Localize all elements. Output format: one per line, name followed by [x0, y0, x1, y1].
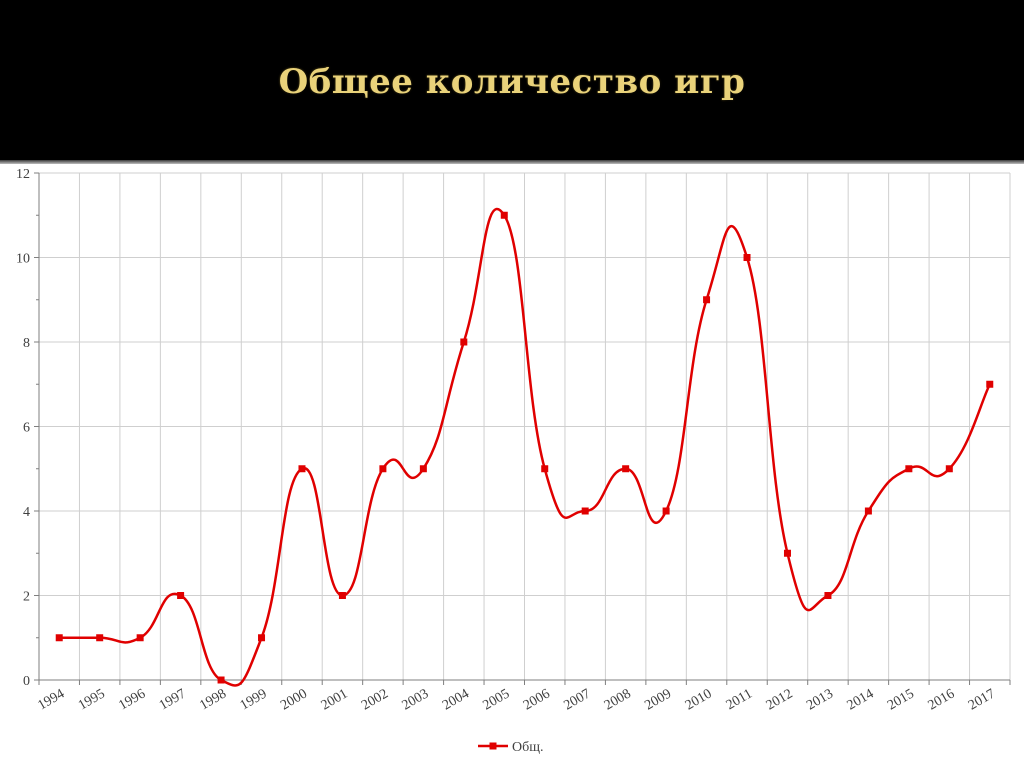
data-point [905, 465, 913, 473]
data-point [460, 338, 468, 346]
legend: Общ. [478, 740, 544, 755]
data-point [55, 634, 63, 642]
x-tick-label: 2015 [885, 686, 917, 713]
x-tick-label: 2006 [521, 686, 553, 713]
data-point [258, 634, 266, 642]
x-tick-label: 2010 [683, 686, 715, 713]
x-tick-label: 2002 [359, 686, 391, 713]
axes [34, 172, 1011, 685]
x-tick-label: 2007 [561, 686, 593, 713]
x-tick-label: 2013 [804, 686, 836, 713]
y-tick-label: 8 [23, 336, 30, 351]
x-tick-label: 2009 [642, 686, 674, 713]
data-point [217, 676, 225, 684]
x-tick-label: 2003 [400, 686, 432, 713]
data-point [500, 211, 508, 219]
y-tick-labels: 0 2 4 6 8 10 12 [16, 167, 30, 689]
data-point [824, 592, 832, 599]
x-tick-label: 2004 [440, 686, 472, 713]
data-point [541, 465, 549, 473]
x-tick-label: 1995 [76, 686, 108, 713]
data-point [379, 465, 387, 473]
data-point [298, 465, 306, 473]
x-tick-label: 2017 [966, 686, 998, 713]
x-tick-label: 1994 [35, 686, 67, 713]
data-point [96, 634, 104, 642]
y-tick-label: 10 [16, 252, 30, 267]
x-tick-label: 2016 [926, 686, 958, 713]
x-tick-label: 2011 [724, 686, 755, 713]
x-tick-label: 2001 [319, 686, 351, 713]
series-line [59, 207, 991, 687]
data-point [703, 296, 711, 304]
grid [38, 172, 1011, 681]
x-tick-label: 2005 [481, 686, 513, 713]
legend-marker [489, 742, 497, 750]
data-point [136, 634, 144, 642]
data-point [864, 507, 872, 515]
y-tick-label: 2 [23, 590, 30, 605]
data-point [622, 465, 630, 473]
y-tick-label: 0 [23, 674, 30, 689]
x-tick-label: 2014 [845, 686, 877, 713]
y-tick-label: 12 [16, 167, 30, 182]
series-layer [55, 207, 994, 687]
data-point [662, 507, 670, 515]
x-tick-label: 2000 [278, 686, 310, 713]
data-point [419, 465, 427, 473]
data-point [783, 549, 791, 557]
y-tick-label: 6 [23, 421, 30, 436]
x-tick-label: 2012 [764, 686, 796, 713]
y-tick-label: 4 [23, 505, 30, 520]
x-tick-label: 1997 [157, 686, 189, 713]
title-band [0, 0, 1024, 164]
x-tick-label: 1999 [238, 686, 270, 713]
slide-title: Общее количество игр [278, 62, 746, 102]
data-point [177, 592, 185, 599]
x-tick-labels: 1994 1995 1996 1997 1998 1999 2000 2001 2002 2003… [35, 686, 997, 713]
data-point [945, 465, 953, 473]
legend-label: Общ. [512, 740, 544, 755]
x-tick-label: 2008 [602, 686, 634, 713]
data-point [581, 507, 589, 515]
data-point [743, 254, 751, 261]
data-point [986, 380, 994, 388]
data-point [338, 592, 346, 599]
x-tick-label: 1996 [116, 686, 148, 713]
x-tick-label: 1998 [197, 686, 229, 713]
